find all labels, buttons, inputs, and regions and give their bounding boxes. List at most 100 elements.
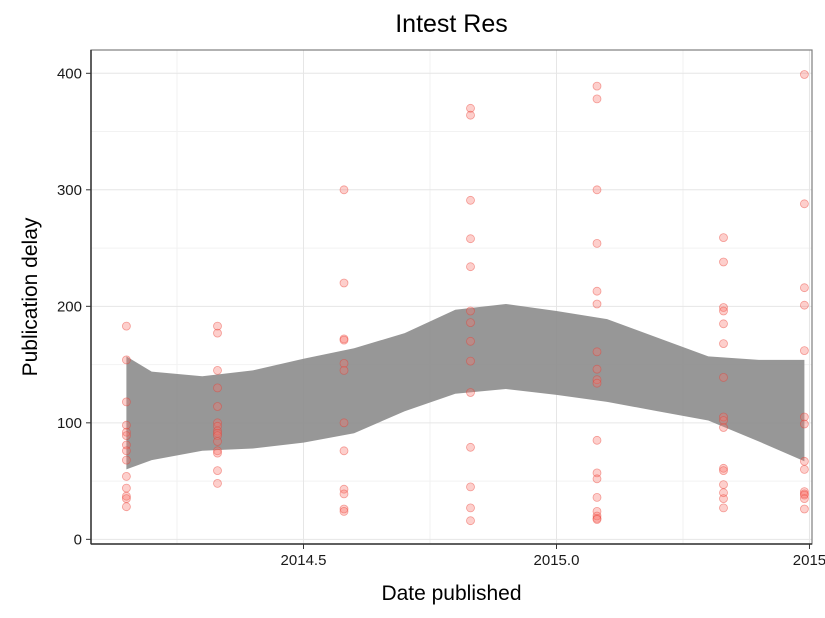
data-point xyxy=(800,283,809,293)
data-point xyxy=(466,503,475,513)
data-point xyxy=(213,428,222,438)
data-point xyxy=(592,511,602,521)
data-point xyxy=(466,516,475,526)
data-point xyxy=(719,233,728,243)
data-point xyxy=(213,383,222,393)
data-point xyxy=(466,482,475,492)
plot-panel xyxy=(90,49,813,545)
data-point xyxy=(213,426,222,436)
data-point xyxy=(800,70,809,79)
data-point xyxy=(466,195,475,205)
data-point xyxy=(800,487,809,497)
data-point xyxy=(122,471,131,481)
data-point xyxy=(719,257,728,267)
data-point xyxy=(122,420,131,430)
data-point xyxy=(466,234,475,244)
data-point xyxy=(213,431,222,441)
data-point xyxy=(122,321,131,331)
data-point xyxy=(339,504,349,514)
data-point xyxy=(339,506,349,516)
data-point xyxy=(122,440,131,450)
data-point xyxy=(466,336,475,346)
data-point xyxy=(466,318,475,328)
data-point xyxy=(213,402,222,411)
data-point xyxy=(719,416,728,425)
data-point xyxy=(213,365,222,375)
data-point xyxy=(122,491,131,501)
data-point xyxy=(800,456,809,466)
data-point xyxy=(592,299,602,309)
data-point xyxy=(592,515,602,524)
y-tick-label: 300 xyxy=(57,182,82,199)
data-point xyxy=(466,442,475,452)
data-point xyxy=(122,355,131,365)
data-point xyxy=(213,466,222,476)
data-point xyxy=(719,412,728,422)
data-point xyxy=(339,335,349,345)
data-point xyxy=(592,375,602,385)
data-points xyxy=(122,70,809,526)
data-point xyxy=(592,364,602,374)
data-point xyxy=(719,423,728,432)
data-point xyxy=(339,446,349,456)
data-point xyxy=(800,412,809,422)
data-point xyxy=(122,446,131,456)
plot-background xyxy=(91,50,812,544)
data-point xyxy=(800,419,809,429)
data-point xyxy=(213,418,222,428)
data-point xyxy=(122,431,131,441)
data-point xyxy=(213,478,222,488)
data-point xyxy=(592,81,602,91)
data-point xyxy=(592,435,602,445)
data-point xyxy=(592,238,602,248)
y-tick-label: 0 xyxy=(74,531,82,548)
data-point xyxy=(466,306,475,316)
data-point xyxy=(719,503,728,513)
data-point xyxy=(719,494,728,504)
data-point xyxy=(592,185,602,195)
data-point xyxy=(339,185,349,195)
y-tick-label: 400 xyxy=(57,65,82,82)
data-point xyxy=(213,421,222,431)
data-point xyxy=(592,514,602,523)
data-point xyxy=(592,347,602,357)
y-tick-label: 200 xyxy=(57,298,82,315)
data-point xyxy=(719,319,728,329)
data-point xyxy=(122,494,131,504)
data-point xyxy=(122,502,131,512)
data-point xyxy=(800,300,809,310)
data-point xyxy=(122,455,131,465)
data-point xyxy=(719,488,728,498)
data-point xyxy=(719,303,728,312)
data-point xyxy=(719,306,728,316)
data-point xyxy=(719,466,728,476)
x-tick-label: 2015 xyxy=(793,552,825,569)
data-point xyxy=(122,397,131,407)
data-point xyxy=(339,365,349,375)
data-point xyxy=(466,110,475,120)
data-point xyxy=(800,464,809,474)
smooth-confidence-band xyxy=(126,304,805,470)
data-point xyxy=(339,334,349,344)
data-point xyxy=(339,418,349,428)
data-point xyxy=(592,492,602,502)
data-point xyxy=(339,489,349,499)
data-point xyxy=(592,506,602,516)
data-point xyxy=(592,474,602,484)
data-point xyxy=(466,356,475,366)
data-point xyxy=(466,262,475,272)
data-point xyxy=(592,286,602,296)
x-tick-label: 2014.5 xyxy=(281,552,327,569)
data-point xyxy=(339,484,349,494)
data-point xyxy=(719,339,728,349)
data-point xyxy=(213,321,222,331)
data-point xyxy=(592,378,602,388)
x-axis-title: Date published xyxy=(381,582,521,605)
data-point xyxy=(800,346,809,356)
y-axis-title: Publication delay xyxy=(19,217,42,376)
data-point xyxy=(213,446,222,456)
data-point xyxy=(592,94,602,104)
x-tick-label: 2015.0 xyxy=(534,552,580,569)
data-point xyxy=(800,494,809,504)
